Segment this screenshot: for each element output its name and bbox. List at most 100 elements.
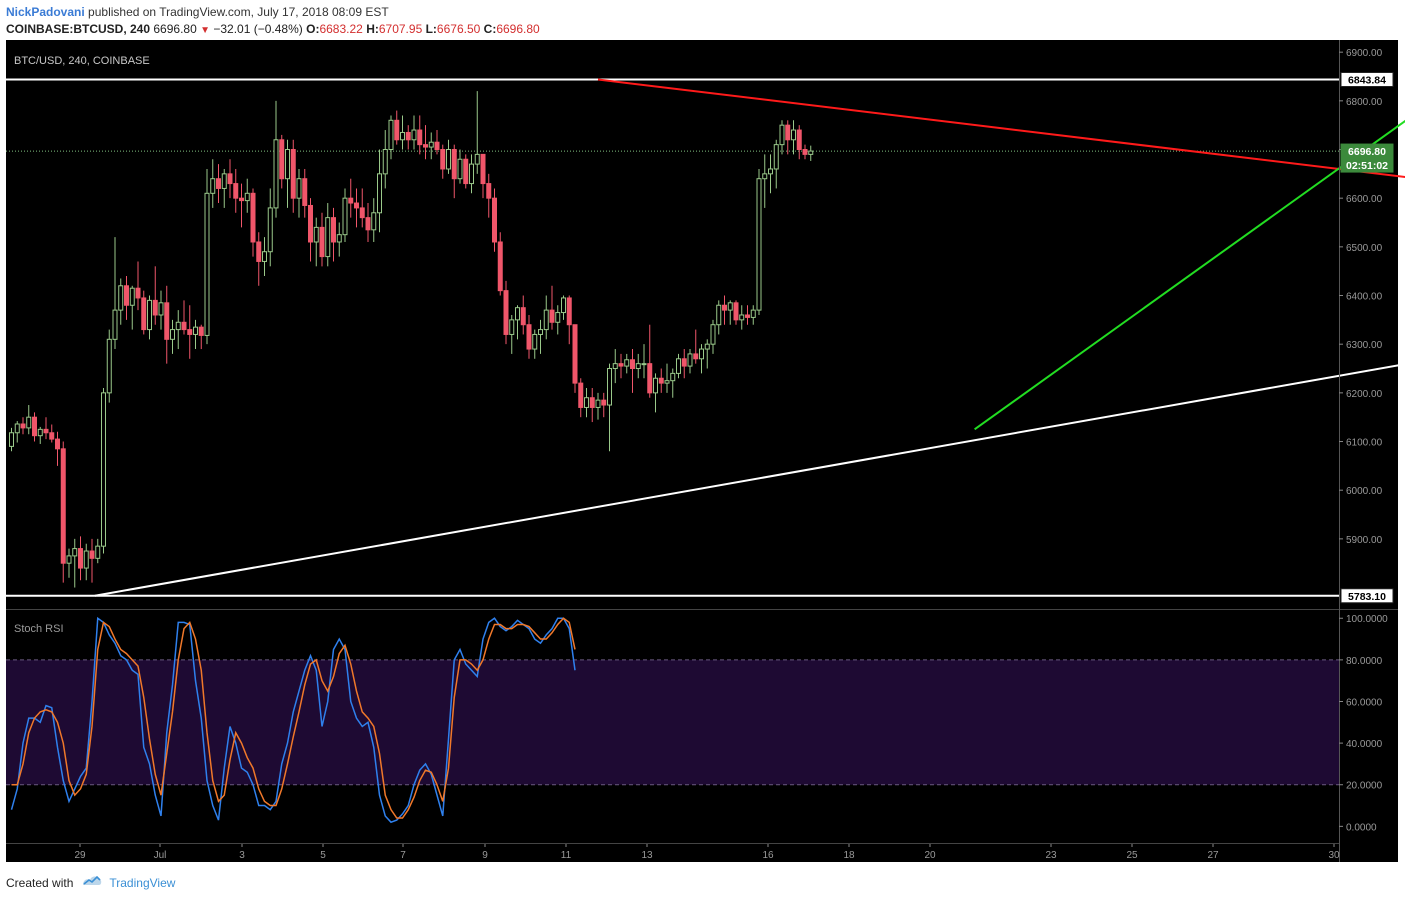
time-tick-label: 30 [1328,850,1340,861]
stoch-d-line [11,617,576,819]
candle-body [779,124,785,146]
price-tag-box [1340,588,1394,604]
candle-body [509,319,515,335]
candle-body [618,363,624,367]
tradingview-brand[interactable]: TradingView [109,875,176,890]
price-tick-label: 6000.00 [1346,486,1383,497]
candle-body [394,119,400,141]
candle-body [480,153,486,185]
candle-body [555,312,561,323]
candle-body [595,399,601,408]
candle-body [526,324,532,350]
candle-body [382,149,388,175]
candle-body [20,423,26,429]
time-tick-label: 23 [1045,850,1057,861]
candle-body [538,329,543,335]
candle-body [147,299,152,331]
candle-body [49,432,55,440]
candle-body [474,153,480,165]
candle-body [170,329,175,340]
candle-body [129,287,135,306]
candle-body [227,173,233,185]
candle-body [532,333,538,350]
candle-body [273,139,279,209]
candle-body [158,302,164,316]
candle-body [296,178,302,199]
price-tick-label: 6200.00 [1346,389,1383,400]
time-tick-label: 20 [924,850,936,861]
candle-body [135,287,141,299]
candle-body [693,353,699,360]
candle-body [193,326,198,335]
candle-body [601,399,607,406]
stoch-rsi-title: Stoch RSI [14,623,64,635]
candle-body [497,241,503,292]
candle-body [221,173,227,189]
resistance-trend-line [597,78,1405,178]
candle-body [756,178,762,311]
candle-body [359,207,365,219]
candle-body [584,397,589,408]
candle-body [566,297,572,326]
candle-body [745,314,750,318]
candle-body [141,297,147,331]
candle-body [773,144,779,170]
candle-body [319,226,325,258]
candle-body [216,178,221,189]
candle-body [210,178,216,194]
candle-body [687,353,693,367]
candle-body [710,324,716,345]
candle-body [647,363,653,394]
candle-body [658,377,664,384]
price-tag-box [1340,72,1394,88]
candle-body [417,129,423,146]
candle-body [578,382,584,408]
close-value: 6696.80 [496,22,540,36]
candle-body [699,348,704,360]
candle-body [106,338,112,394]
candle-body [342,197,348,236]
time-tick-label: 7 [400,850,406,861]
stoch-tick-label: 0.0000 [1346,822,1377,833]
candle-body [388,119,394,151]
candle-body [750,309,756,318]
candle-body [181,321,187,331]
price-change: −32.01 (−0.48%) [213,22,303,36]
candle-body [302,178,308,206]
candle-body [101,392,106,547]
ohlc-info: COINBASE:BTCUSD, 240 6696.80 ▼ −32.01 (−… [6,22,540,36]
candle-body [377,173,382,214]
low-value: 6676.50 [436,22,481,36]
candle-body [72,548,78,557]
candle-body [486,183,492,199]
candle-body [325,217,331,258]
price-tick-label: 6300.00 [1346,340,1383,351]
candle-body [331,217,336,243]
candle-body [503,290,509,335]
candle-body [83,550,89,569]
candle-body [118,285,124,311]
candle-body [55,438,60,450]
open-value: 6683.22 [319,22,363,36]
arrow-trend-line [974,119,1405,431]
author-name[interactable]: NickPadovani [6,5,85,19]
candle-body [164,302,170,340]
candle-body [256,241,262,262]
candle-body [543,309,549,331]
candle-body [768,168,773,175]
high-value: 6707.95 [378,22,423,36]
candle-body [681,358,687,367]
candle-body [348,197,354,204]
tradingview-logo-icon[interactable] [81,874,103,891]
time-tick-label: 5 [320,850,326,861]
candle-body [612,363,618,370]
stoch-tick-label: 60.0000 [1346,697,1383,708]
price-tick-label: 6100.00 [1346,438,1383,449]
candle-body [313,226,319,243]
candle-body [549,309,555,323]
candle-body [451,149,457,180]
last-price: 6696.80 [153,22,197,36]
time-tick-label: Jul [154,850,167,861]
time-tick-label: 13 [641,850,653,861]
